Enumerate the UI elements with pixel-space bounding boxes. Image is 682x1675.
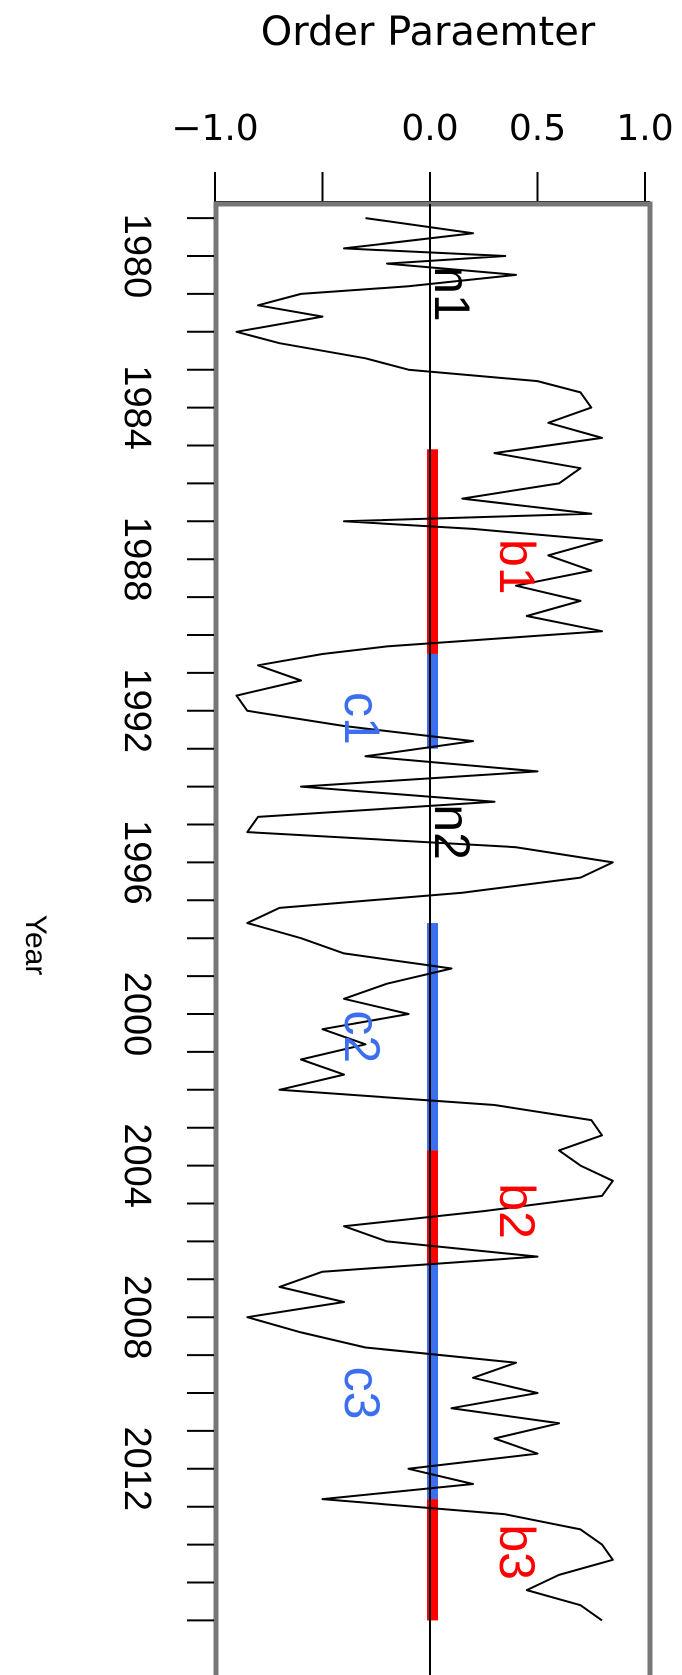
segments xyxy=(427,449,438,1621)
annotation-b2: b2 xyxy=(489,1183,545,1239)
segment-c2 xyxy=(427,923,438,1151)
value-tick-label: −1.0 xyxy=(171,108,258,149)
segment-b2 xyxy=(427,1150,438,1265)
value-axis xyxy=(214,172,650,203)
annotation-n1: n1 xyxy=(424,266,480,322)
year-tick-label: 2004 xyxy=(116,1123,158,1208)
annotation-c3: c3 xyxy=(334,1367,390,1420)
plot-frame xyxy=(213,201,653,1675)
year-tick-label: 2008 xyxy=(116,1275,158,1360)
year-tick-label: 2012 xyxy=(116,1427,158,1512)
value-tick-label: 0.0 xyxy=(401,108,458,149)
year-tick-label: 1992 xyxy=(116,669,158,754)
value-tick-labels: −1.0 0.0 0.5 1.0 xyxy=(171,108,673,149)
series xyxy=(235,217,614,1622)
series-line xyxy=(235,217,614,1622)
annotation-c2: c2 xyxy=(334,1010,390,1063)
year-tick-label: 2000 xyxy=(116,972,158,1057)
annotation-c1: c1 xyxy=(334,692,390,745)
year-tick-label: 1988 xyxy=(116,517,158,602)
segment-c3 xyxy=(427,1264,438,1500)
year-axis-label: Year xyxy=(19,915,52,976)
annotation-b3: b3 xyxy=(489,1524,545,1580)
annotations: n1 b1 c1 n2 c2 b2 c3 b3 xyxy=(334,266,545,1580)
annotation-n2: n2 xyxy=(424,804,480,860)
annotation-b1: b1 xyxy=(489,539,545,595)
segment-b1 xyxy=(427,449,438,654)
segment-b3 xyxy=(427,1499,438,1621)
segment-c1 xyxy=(427,653,438,749)
value-tick-label: 0.5 xyxy=(509,108,566,149)
year-tick-label: 1996 xyxy=(116,820,158,905)
chart-title: Order Paraemter xyxy=(261,9,596,55)
value-tick-label: 1.0 xyxy=(616,108,673,149)
year-axis: 1980 1984 1988 1992 1996 2000 2004 2008 2012 xyxy=(116,214,214,1622)
year-tick-label: 1984 xyxy=(116,365,158,450)
year-tick-label: 1980 xyxy=(116,214,158,299)
